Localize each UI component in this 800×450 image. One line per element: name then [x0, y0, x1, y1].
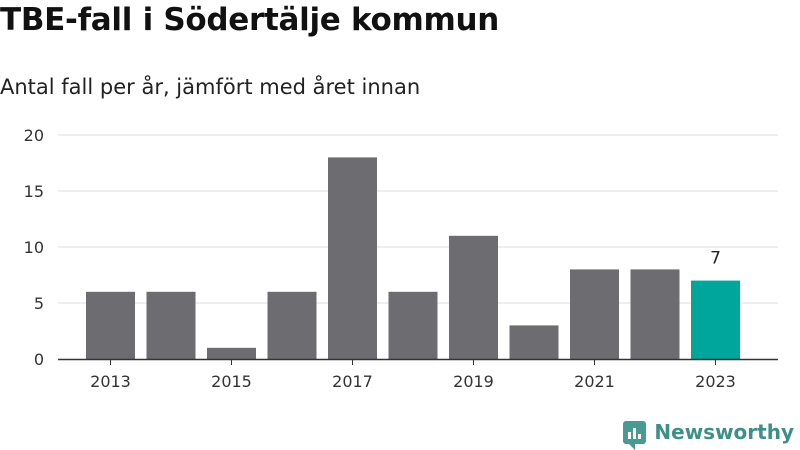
bar-2013 — [86, 291, 135, 359]
bar-2017 — [328, 157, 377, 359]
x-tick-label: 2023 — [695, 372, 736, 391]
y-tick-label: 0 — [34, 350, 44, 369]
bar-2014 — [146, 291, 196, 359]
y-tick-label: 10 — [24, 238, 44, 257]
brand-logo: Newsworthy — [623, 420, 794, 450]
x-tick-label: 2021 — [574, 372, 615, 391]
x-tick-label: 2015 — [211, 372, 252, 391]
bar-2015 — [207, 347, 256, 359]
bar-2019 — [449, 235, 498, 359]
bar-2016 — [267, 291, 317, 359]
x-tick-label: 2017 — [332, 372, 373, 391]
chart-title: TBE-fall i Södertälje kommun — [0, 2, 500, 38]
y-tick-label: 15 — [24, 182, 44, 201]
bar-chart-speech-bubble-icon — [623, 420, 647, 450]
bar-2022 — [630, 269, 680, 359]
x-tick-label: 2013 — [90, 372, 131, 391]
y-tick-label: 20 — [24, 126, 44, 145]
y-tick-label: 5 — [34, 294, 44, 313]
chart-subtitle: Antal fall per år, jämfört med året inna… — [0, 75, 421, 99]
brand-name: Newsworthy — [654, 420, 794, 444]
bar-2020 — [509, 325, 559, 359]
bar-2021 — [570, 269, 619, 359]
x-tick-label: 2019 — [453, 372, 494, 391]
bar-2018 — [388, 291, 438, 359]
data-label: 7 — [710, 249, 721, 269]
bar-2023 — [691, 280, 740, 359]
